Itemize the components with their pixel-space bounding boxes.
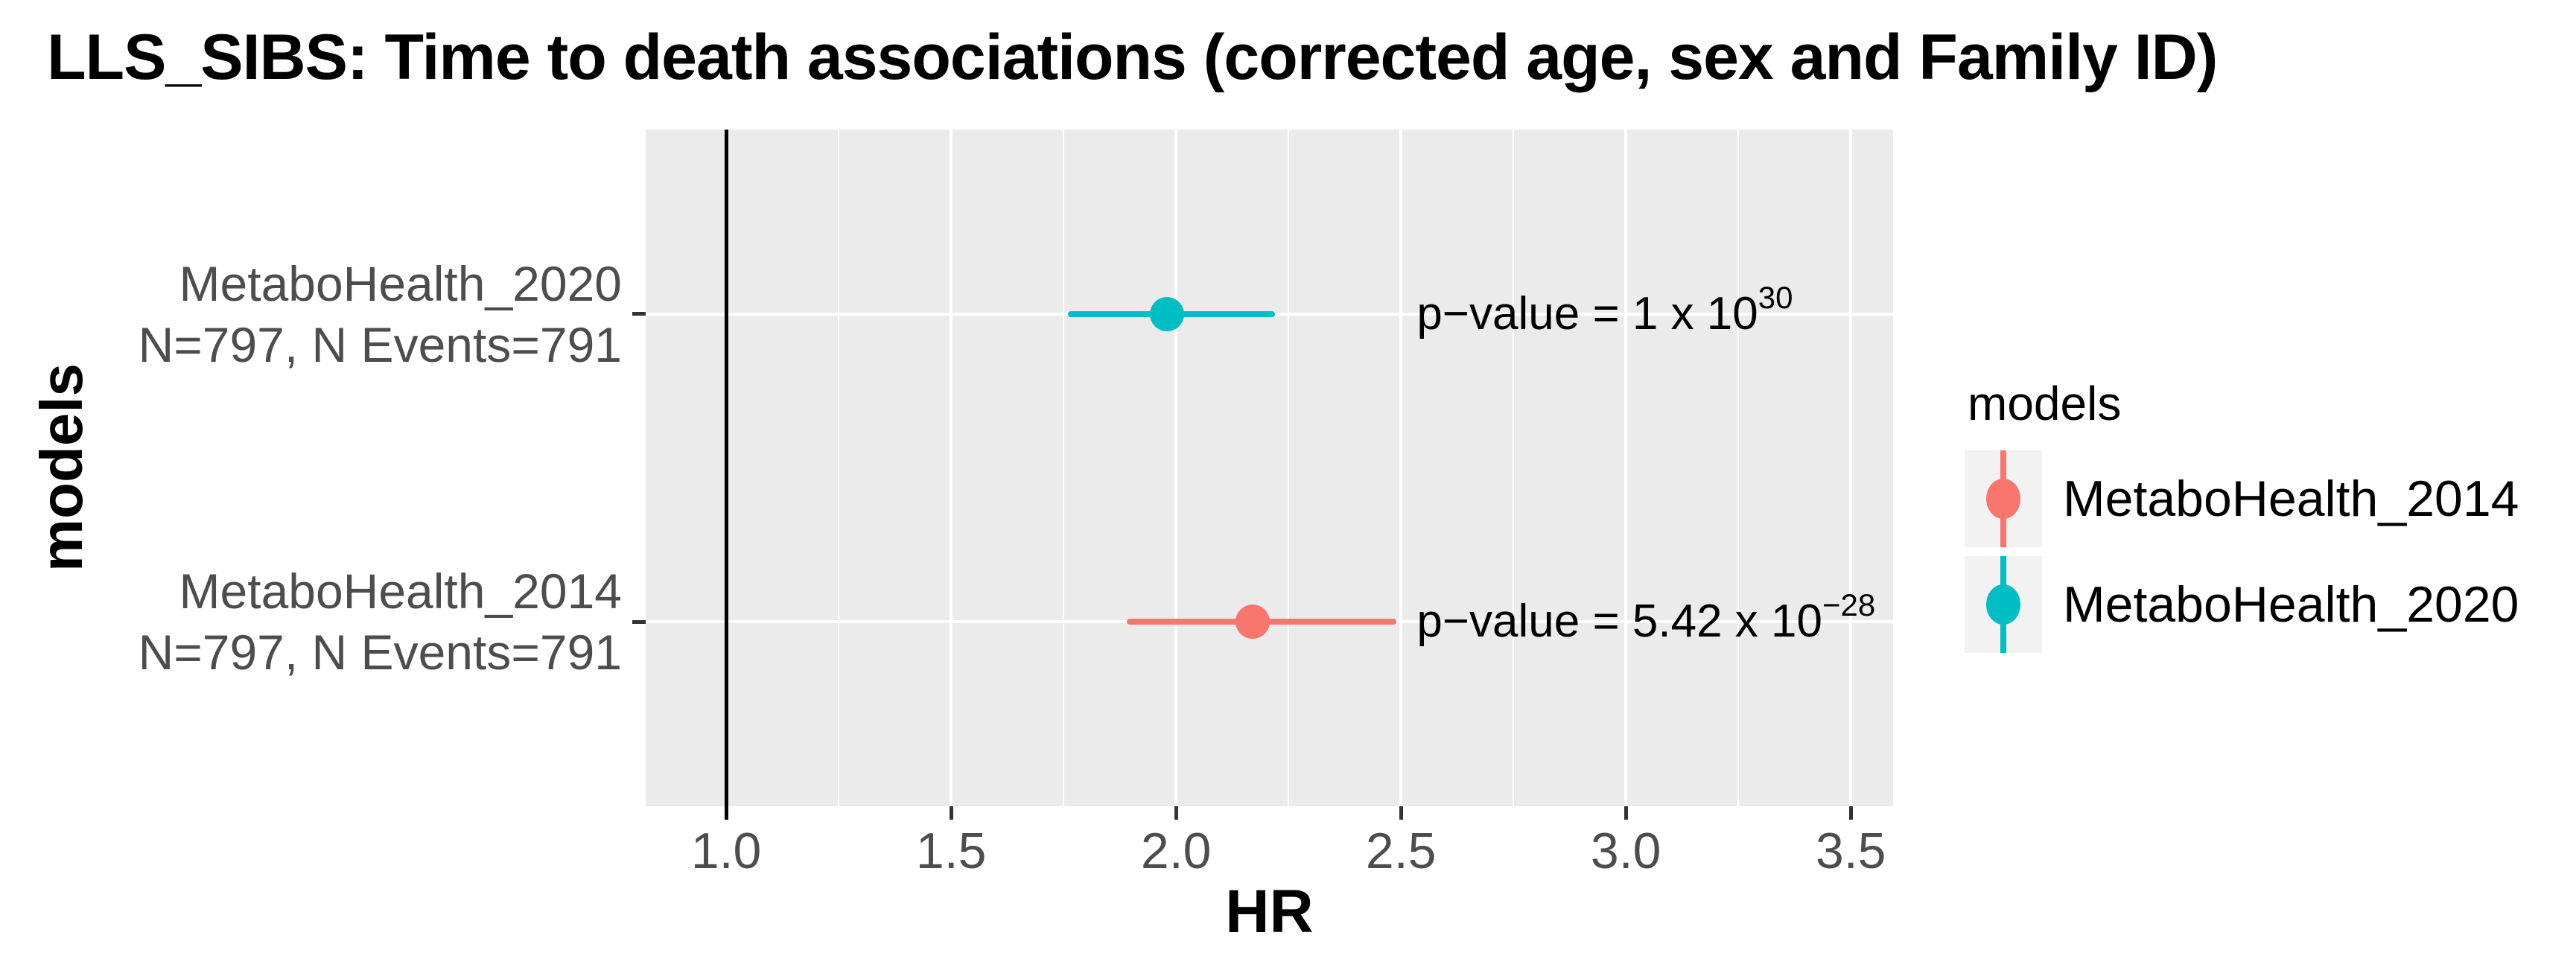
pointrange-dot-icon [1986,479,2020,519]
x-axis-tick [1174,806,1178,820]
y-axis-tick [632,619,646,624]
x-axis-tick-label: 3.0 [1590,823,1661,879]
legend-entry: MetaboHealth_2020 [1965,556,2519,653]
legend-entry-label: MetaboHealth_2014 [2063,471,2519,527]
reference-line [724,130,728,806]
y-axis-category-label: MetaboHealth_2020 N=797, N Events=791 [0,253,622,375]
y-axis-category-label: MetaboHealth_2014 N=797, N Events=791 [0,561,622,683]
major-gridline [1174,130,1178,806]
legend: models MetaboHealth_2014 MetaboHealth_20… [1965,376,2519,662]
major-gridline [1849,130,1853,806]
x-axis-tick-label: 2.5 [1365,823,1437,879]
model-name: MetaboHealth_2014 [179,564,622,619]
major-gridline [950,130,953,806]
x-axis-tick-label: 3.5 [1815,823,1886,879]
x-axis-tick-label: 1.0 [690,823,762,879]
x-axis-title: HR [1225,878,1314,945]
p-value-exponent: −28 [1822,587,1876,623]
legend-entry: MetaboHealth_2014 [1965,450,2519,547]
p-value-exponent: 30 [1758,280,1793,316]
x-axis-tick [949,806,953,820]
major-gridline [1399,130,1403,806]
legend-key [1965,450,2042,547]
minor-gridline [1513,130,1515,806]
minor-gridline [838,130,840,806]
sample-size-label: N=797, N Events=791 [138,625,622,680]
pointrange-dot-icon [1986,584,2020,625]
point-estimate [1235,605,1270,640]
legend-key [1965,556,2042,653]
minor-gridline [1288,130,1290,806]
y-axis-title: models [28,363,95,573]
sample-size-label: N=797, N Events=791 [138,316,622,372]
x-axis-tick [1399,806,1403,820]
x-axis-tick-label: 1.5 [915,823,987,879]
point-estimate [1150,296,1185,331]
chart-title: LLS_SIBS: Time to death associations (co… [47,22,2218,93]
p-value-text: p−value = 5.42 x 10 [1416,596,1822,648]
x-axis-tick [724,806,728,820]
minor-gridline [1737,130,1740,806]
x-axis-tick [1848,806,1853,820]
major-gridline [1624,130,1628,806]
p-value-annotation: p−value = 1 x 1030 [1416,281,1793,347]
p-value-annotation: p−value = 5.42 x 10−28 [1416,589,1875,654]
x-axis-tick-label: 2.0 [1140,823,1212,879]
y-axis-tick [632,312,646,316]
x-axis-tick [1623,806,1628,820]
legend-title: models [1968,377,2122,430]
p-value-text: p−value = 1 x 10 [1416,287,1758,339]
model-name: MetaboHealth_2020 [179,255,622,311]
minor-gridline [1063,130,1065,806]
legend-entry-label: MetaboHealth_2020 [2063,576,2519,633]
plot-panel: p−value = 1 x 1030 p−value = 5.42 x 10−28 [646,130,1893,806]
